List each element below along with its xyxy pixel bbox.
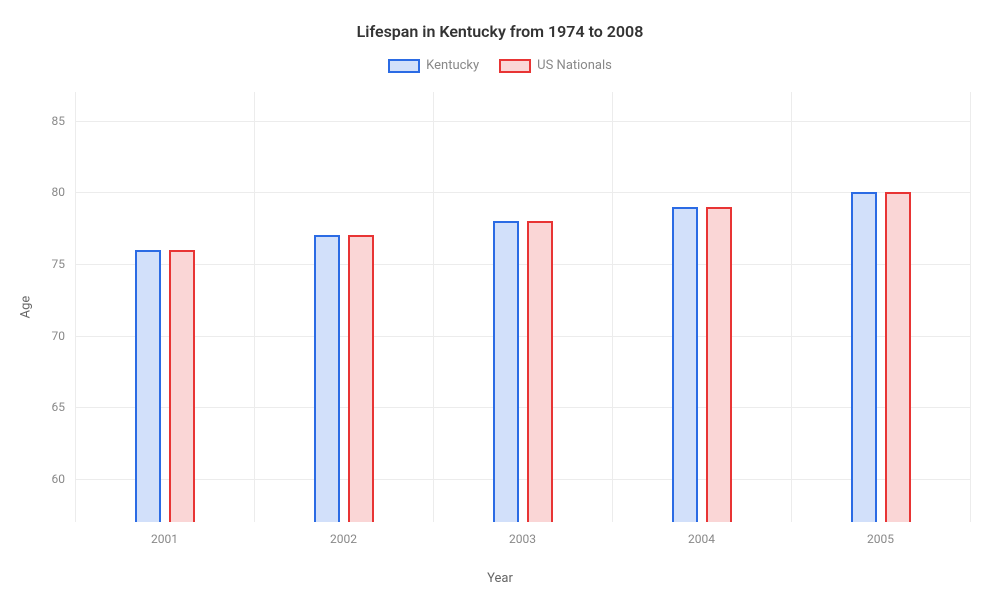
gridline-vertical [433, 92, 434, 522]
plot-area: 60657075808520012002200320042005 [75, 92, 970, 522]
gridline-vertical [970, 92, 971, 522]
y-tick-label: 80 [52, 185, 66, 199]
bar[interactable] [493, 221, 519, 522]
gridline-horizontal [75, 479, 970, 480]
x-tick-label: 2002 [330, 532, 357, 546]
gridline-horizontal [75, 192, 970, 193]
x-tick-label: 2004 [688, 532, 715, 546]
bar[interactable] [314, 235, 340, 522]
gridline-horizontal [75, 407, 970, 408]
gridline-vertical [612, 92, 613, 522]
legend-item[interactable]: Kentucky [388, 58, 479, 73]
chart-title: Lifespan in Kentucky from 1974 to 2008 [0, 22, 1000, 41]
y-tick-label: 75 [52, 257, 66, 271]
y-axis-title: Age [19, 296, 34, 319]
x-axis-title: Year [0, 571, 1000, 586]
x-tick-label: 2003 [509, 532, 536, 546]
y-tick-label: 85 [52, 114, 66, 128]
chart-container: Lifespan in Kentucky from 1974 to 2008 K… [0, 0, 1000, 600]
y-tick-label: 70 [52, 329, 66, 343]
legend-label: Kentucky [426, 58, 479, 73]
legend: Kentucky US Nationals [0, 58, 1000, 73]
y-tick-label: 65 [52, 400, 66, 414]
bar[interactable] [135, 250, 161, 522]
legend-label: US Nationals [537, 58, 612, 73]
legend-swatch [499, 59, 531, 73]
bar[interactable] [851, 192, 877, 522]
gridline-horizontal [75, 336, 970, 337]
bar[interactable] [169, 250, 195, 522]
bar[interactable] [527, 221, 553, 522]
gridline-horizontal [75, 264, 970, 265]
bar[interactable] [672, 207, 698, 522]
bar[interactable] [706, 207, 732, 522]
x-tick-label: 2001 [151, 532, 178, 546]
gridline-vertical [75, 92, 76, 522]
y-tick-label: 60 [52, 472, 66, 486]
gridline-vertical [254, 92, 255, 522]
legend-item[interactable]: US Nationals [499, 58, 612, 73]
gridline-vertical [791, 92, 792, 522]
x-tick-label: 2005 [867, 532, 894, 546]
gridline-horizontal [75, 121, 970, 122]
bar[interactable] [885, 192, 911, 522]
bar[interactable] [348, 235, 374, 522]
legend-swatch [388, 59, 420, 73]
